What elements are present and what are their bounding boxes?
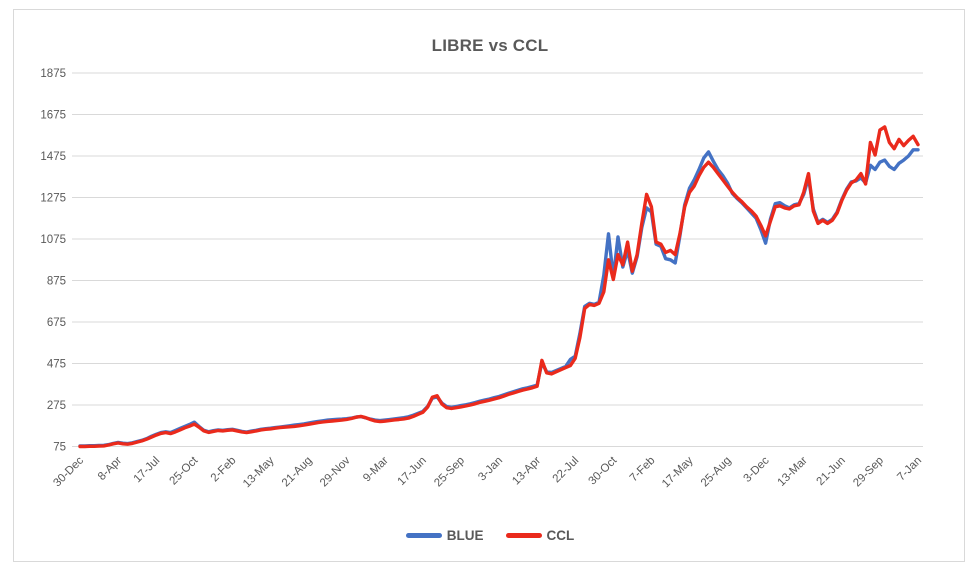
- legend-item-ccl[interactable]: CCL: [505, 528, 575, 543]
- y-axis-tick-label: 1075: [40, 234, 66, 246]
- y-axis-tick-label: 875: [47, 276, 66, 288]
- y-axis-tick-label: 475: [47, 359, 66, 371]
- x-axis-tick-label: 29-Nov: [318, 454, 353, 489]
- x-axis-tick-label: 13-May: [241, 454, 277, 490]
- x-axis-tick-label: 30-Dec: [51, 454, 86, 489]
- series-line-blue: [78, 148, 920, 448]
- x-axis-tick-label: 17-Jun: [396, 455, 429, 488]
- x-axis-tick-label: 3-Jan: [476, 455, 505, 484]
- y-axis-tick-label: 1475: [40, 151, 66, 163]
- x-axis-tick-label: 30-Oct: [587, 454, 620, 487]
- x-axis-tick-label: 9-Mar: [361, 455, 391, 485]
- y-axis-tick-label: 675: [47, 317, 66, 329]
- chart-title: LIBRE vs CCL: [431, 36, 549, 55]
- x-axis-tick-label: 13-Apr: [510, 455, 543, 488]
- chart-legend: BLUE CCL: [0, 528, 980, 543]
- x-axis-tick-label: 13-Mar: [776, 455, 810, 489]
- x-axis-tick-label: 17-May: [660, 454, 696, 490]
- chart-frame: [13, 9, 965, 562]
- x-axis-tick-label: 21-Jun: [815, 455, 848, 488]
- x-axis-tick-label: 8-Apr: [96, 455, 124, 483]
- x-axis-tick-label: 17-Jul: [132, 455, 163, 486]
- legend-label-ccl: CCL: [546, 528, 575, 543]
- series-line-ccl: [78, 125, 920, 449]
- x-axis-tick-label: 29-Sep: [851, 455, 886, 490]
- legend-swatch-ccl-icon: [505, 533, 542, 538]
- x-axis-tick-label: 22-Jul: [551, 455, 582, 486]
- legend-swatch-blue-icon: [405, 533, 442, 538]
- y-axis-tick-label: 1675: [40, 110, 66, 122]
- x-axis-tick-label: 3-Dec: [742, 454, 772, 484]
- legend-label-blue: BLUE: [446, 528, 484, 543]
- y-axis-tick-label: 275: [47, 400, 66, 412]
- x-axis-tick-label: 7-Jan: [895, 455, 924, 484]
- legend-item-blue[interactable]: BLUE: [405, 528, 484, 543]
- x-axis-tick-label: 25-Sep: [432, 455, 467, 490]
- y-axis-tick-label: 1875: [40, 68, 66, 80]
- x-axis-tick-label: 21-Aug: [280, 455, 315, 490]
- x-axis-tick-label: 2-Feb: [209, 455, 239, 485]
- x-axis-tick-label: 25-Aug: [699, 455, 734, 490]
- x-axis-tick-label: 7-Feb: [628, 455, 658, 485]
- y-axis-tick-label: 1275: [40, 193, 66, 205]
- y-axis-tick-label: 75: [53, 442, 66, 454]
- x-axis-tick-label: 25-Oct: [168, 454, 201, 487]
